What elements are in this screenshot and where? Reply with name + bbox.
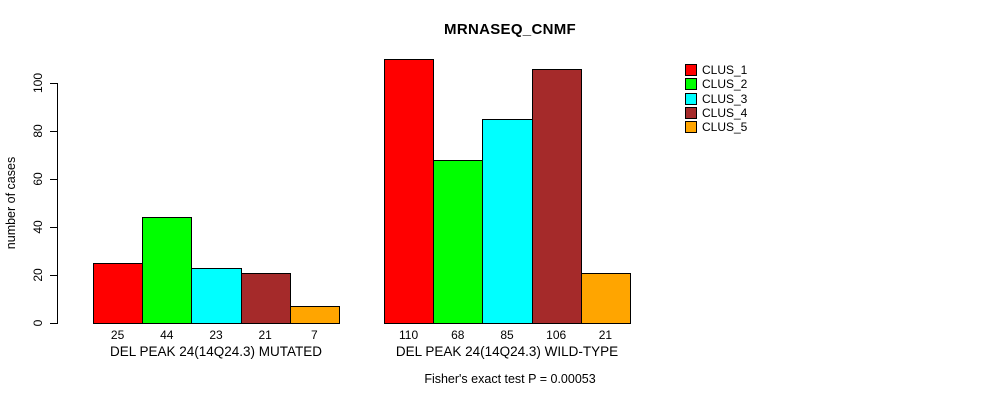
bar-clus_5-group1	[290, 306, 340, 324]
y-axis-tick	[50, 275, 57, 276]
bar-clus_4-group1	[241, 273, 291, 324]
bar-clus_1-group1	[93, 263, 143, 324]
y-axis-tick-label: 60	[31, 172, 45, 186]
legend-swatch-clus_4	[685, 106, 697, 119]
bar-value-label: 68	[451, 328, 465, 342]
bar-value-label: 7	[311, 328, 318, 342]
y-axis-tick-label: 0	[31, 319, 45, 327]
y-axis-tick-label: 80	[31, 124, 45, 138]
fisher-test-annotation: Fisher's exact test P = 0.00053	[424, 372, 596, 386]
y-axis-title: number of cases	[4, 156, 18, 250]
bar-clus_5-group2	[581, 273, 631, 324]
bar-value-label: 110	[399, 328, 419, 342]
bar-value-label: 21	[258, 328, 272, 342]
legend-label-clus_1: CLUS_1	[702, 63, 748, 77]
x-axis-group-label: DEL PEAK 24(14Q24.3) MUTATED	[109, 344, 323, 359]
bar-clus_4-group2	[532, 69, 582, 324]
y-axis-tick-label: 100	[31, 72, 45, 94]
bar-value-label: 85	[500, 328, 514, 342]
legend-swatch-clus_1	[685, 64, 697, 76]
y-axis-tick	[50, 227, 57, 228]
legend-swatch-clus_5	[685, 121, 697, 134]
legend-swatch-clus_2	[685, 78, 697, 91]
bar-value-label: 23	[209, 328, 223, 342]
bar-clus_3-group1	[191, 268, 242, 324]
y-axis-tick	[50, 323, 57, 324]
bar-clus_1-group2	[384, 59, 434, 324]
legend-swatch-clus_3	[685, 92, 697, 105]
legend-label-clus_2: CLUS_2	[702, 77, 748, 92]
bar-value-label: 21	[598, 328, 613, 342]
bar-value-label: 25	[110, 328, 125, 342]
y-axis-tick	[50, 83, 57, 84]
y-axis-tick	[50, 131, 57, 132]
y-axis-line	[57, 83, 58, 324]
y-axis-tick-label: 40	[31, 220, 45, 234]
legend-label-clus_5: CLUS_5	[702, 120, 748, 135]
y-axis-tick	[50, 179, 57, 180]
y-axis-tick-label: 20	[31, 268, 45, 282]
bar-value-label: 44	[160, 328, 174, 342]
legend-label-clus_4: CLUS_4	[702, 105, 748, 120]
x-axis-group-label: DEL PEAK 24(14Q24.3) WILD-TYPE	[395, 344, 619, 359]
bar-clus_2-group2	[433, 160, 483, 324]
legend-label-clus_3: CLUS_3	[702, 91, 748, 106]
chart-title: MRNASEQ_CNMF	[444, 21, 576, 38]
bar-value-label: 106	[546, 328, 567, 342]
bar-clus_2-group1	[142, 217, 192, 324]
bar-clus_3-group2	[482, 119, 533, 324]
